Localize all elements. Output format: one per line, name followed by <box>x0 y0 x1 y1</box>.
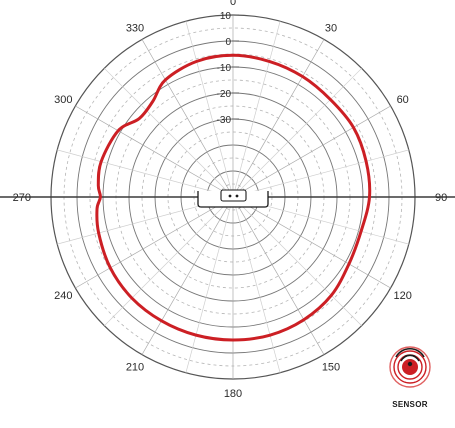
radial-tick-label: 10 <box>220 11 232 22</box>
grid-spoke <box>232 105 391 198</box>
grid-spoke <box>232 39 325 198</box>
grid-spoke <box>185 21 234 198</box>
device-led-dot <box>228 194 232 198</box>
radial-tick-labels: 10 0 -10 -20 -30 <box>217 11 239 126</box>
series-line <box>95 53 372 342</box>
grid-spoke <box>141 196 234 355</box>
brand-label: SENSOR <box>392 400 428 409</box>
grid-spoke <box>57 149 234 198</box>
series-group <box>95 53 372 342</box>
angle-tick-label: 30 <box>325 22 337 34</box>
grid-spoke <box>232 196 362 326</box>
angle-tick-label: 60 <box>397 94 409 106</box>
angle-tick-label: 210 <box>126 362 144 374</box>
grid-spoke <box>141 39 234 198</box>
angle-tick-label: 0 <box>230 0 236 8</box>
device-module <box>220 189 247 202</box>
radial-tick-label: -10 <box>217 63 232 74</box>
sensor-logo-icon: SENSOR <box>389 346 431 409</box>
grid-spoke <box>232 21 281 198</box>
grid-spoke <box>232 149 409 198</box>
grid-spoke <box>104 68 234 198</box>
radial-tick-label: -20 <box>217 89 232 100</box>
angle-tick-label: 270 <box>13 192 31 204</box>
logo-core <box>402 359 418 375</box>
angle-tick-label: 90 <box>435 192 447 204</box>
grid-spoke <box>232 196 391 289</box>
device-led-dot <box>235 194 239 198</box>
logo-dot <box>407 361 413 367</box>
grid-spoke <box>75 105 234 198</box>
logo-ring <box>389 346 431 388</box>
angle-tick-label: 120 <box>394 290 412 302</box>
logo-ring <box>393 350 427 384</box>
sensor-device-outline <box>197 189 269 208</box>
grid-spoke <box>185 196 234 373</box>
angle-tick-label: 300 <box>54 94 72 106</box>
grid-spoke <box>232 68 362 198</box>
angle-tick-label: 150 <box>322 362 340 374</box>
grid-spoke <box>104 196 234 326</box>
angle-tick-label: 180 <box>224 388 242 400</box>
radial-tick-label: -30 <box>217 115 232 126</box>
grid-spoke <box>232 196 281 373</box>
grid-spoke <box>232 196 325 355</box>
grid-spoke <box>75 196 234 289</box>
radial-tick-label: 0 <box>225 37 231 48</box>
angle-spokes <box>0 15 455 379</box>
angle-tick-labels: 0 30 60 90 120 150 180 210 240 270 300 330 <box>13 0 448 400</box>
logo-wave <box>400 354 420 362</box>
angle-tick-label: 330 <box>126 22 144 34</box>
angle-tick-label: 240 <box>54 290 72 302</box>
logo-wave <box>395 348 425 358</box>
